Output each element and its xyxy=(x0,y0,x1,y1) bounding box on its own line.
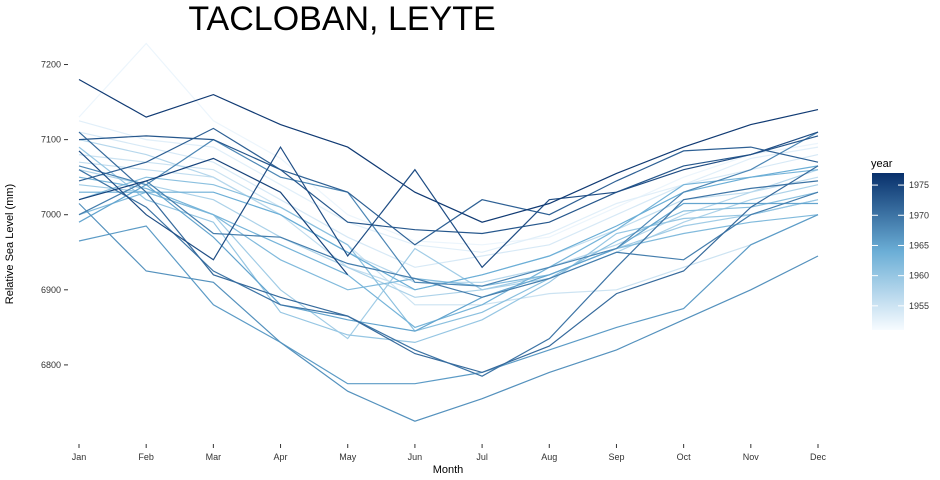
x-axis: Jan Feb Mar Apr May Jun Jul Aug Sep Oct Nov Dec xyxy=(72,444,827,462)
series-line-1969 xyxy=(78,180,819,298)
legend-colorbar xyxy=(872,173,904,330)
x-tick-label: Apr xyxy=(274,452,288,462)
series-line-1970 xyxy=(78,169,819,377)
x-tick-label: Oct xyxy=(677,452,692,462)
series-line-1957 xyxy=(78,139,819,283)
series-line-1968 xyxy=(78,131,819,287)
x-tick-label: Nov xyxy=(743,452,760,462)
series-line-1961 xyxy=(78,176,819,332)
series-line-1964 xyxy=(79,165,819,291)
legend: year 1955 1960 1965 1970 1975 xyxy=(871,158,929,330)
y-tick-label: 7100 xyxy=(41,135,61,145)
legend-tick-label: 1975 xyxy=(909,180,929,190)
y-axis-title: Relative Sea Level (mm) xyxy=(4,184,16,304)
series-line-1966 xyxy=(78,214,819,385)
series-line-1974 xyxy=(78,131,819,269)
series-line-1956 xyxy=(78,161,819,291)
legend-tick-label: 1955 xyxy=(909,301,929,311)
series-line-1954 xyxy=(78,131,819,268)
x-tick-label: Aug xyxy=(541,452,557,462)
x-tick-label: Mar xyxy=(206,452,222,462)
series-line-1952 xyxy=(78,42,819,246)
series-lines xyxy=(78,42,819,422)
series-line-1972 xyxy=(78,127,819,246)
series-line-1965 xyxy=(78,183,818,332)
x-tick-label: Jan xyxy=(72,452,87,462)
series-line-1967 xyxy=(78,203,819,422)
x-tick-label: Sep xyxy=(608,452,624,462)
x-tick-label: May xyxy=(339,452,357,462)
x-tick-label: Jun xyxy=(408,452,423,462)
y-axis: 6800 6900 7000 7100 7200 xyxy=(41,60,68,370)
legend-tick-label: 1960 xyxy=(909,271,929,281)
x-tick-label: Jul xyxy=(476,452,488,462)
legend-tick-label: 1965 xyxy=(909,240,929,250)
series-line-1953 xyxy=(78,120,819,253)
series-line-1976 xyxy=(78,78,819,223)
series-line-1955 xyxy=(78,154,819,306)
x-tick-label: Dec xyxy=(810,452,827,462)
y-tick-label: 6800 xyxy=(41,360,61,370)
legend-tick-label: 1970 xyxy=(909,210,929,220)
series-line-1960 xyxy=(78,146,819,344)
legend-title: year xyxy=(871,158,893,170)
series-line-1971 xyxy=(78,131,819,374)
y-tick-label: 6900 xyxy=(41,285,61,295)
y-tick-label: 7000 xyxy=(41,210,61,220)
series-line-1963 xyxy=(78,169,819,329)
x-axis-title: Month xyxy=(433,464,464,476)
series-line-1973 xyxy=(78,135,819,235)
series-line-1975 xyxy=(78,157,349,276)
y-tick-label: 7200 xyxy=(41,60,61,70)
x-tick-label: Feb xyxy=(138,452,154,462)
chart-title: TACLOBAN, LEYTE xyxy=(188,0,495,38)
